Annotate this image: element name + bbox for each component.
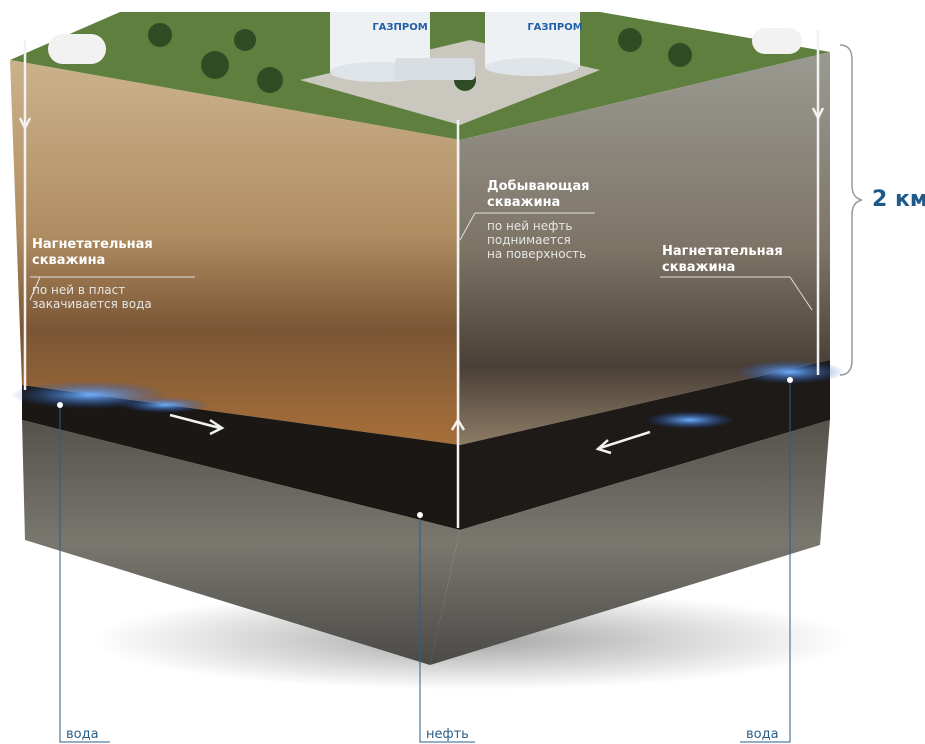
legend-label: вода — [66, 727, 99, 742]
well-title: скважина — [487, 195, 560, 210]
legend-label: вода — [746, 727, 779, 742]
well-title: скважина — [32, 253, 105, 268]
sand-layer — [10, 60, 460, 445]
rock-layer — [22, 420, 460, 665]
rock-layer — [430, 420, 830, 665]
well-note: на поверхность — [487, 247, 586, 261]
rock-layer — [460, 52, 830, 445]
tank-logo: ГАЗПРОМ — [372, 22, 427, 33]
well-title: Нагнетательная — [32, 237, 153, 252]
well-title: скважина — [662, 260, 735, 275]
well-note: по ней в пласт — [32, 283, 125, 297]
well-note: закачивается вода — [32, 297, 152, 311]
well-title: Добывающая — [487, 179, 589, 194]
oil-layer — [22, 385, 460, 530]
oil-layer — [460, 360, 830, 530]
depth-brace — [839, 44, 863, 376]
well-note: поднимается — [487, 233, 571, 247]
well-title: Нагнетательная — [662, 244, 783, 259]
wells — [18, 30, 825, 528]
callout-lines — [29, 212, 813, 311]
depth-label: 2 км — [872, 187, 925, 212]
legend-lines — [59, 380, 791, 743]
water — [120, 397, 210, 413]
legend-dots — [57, 377, 793, 518]
well-note: по ней нефть — [487, 219, 572, 233]
legend-label: нефть — [426, 727, 469, 742]
tank — [48, 12, 802, 82]
tank-logo: ГАЗПРОМ — [527, 22, 582, 33]
water — [645, 411, 735, 429]
